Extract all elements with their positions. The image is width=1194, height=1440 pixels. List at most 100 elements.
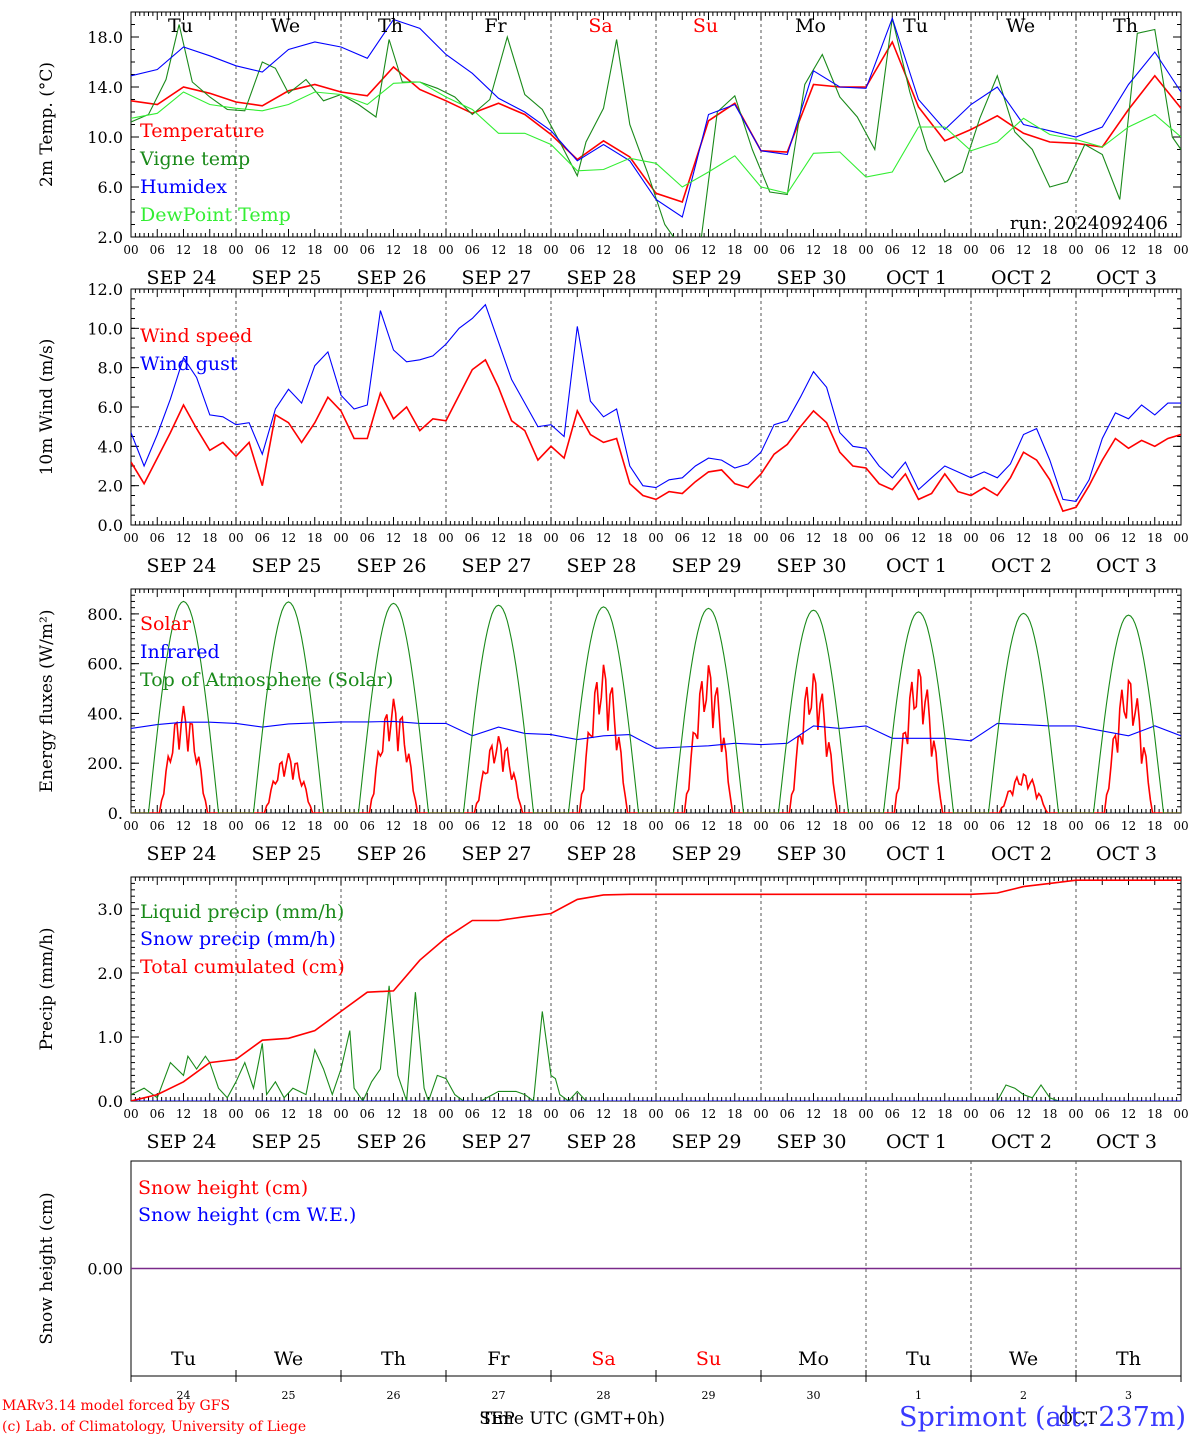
hour-tick-label: 06 bbox=[885, 1107, 900, 1121]
y-tick-label: 2.0 bbox=[98, 477, 123, 496]
y-axis-label: 2m Temp. (°C) bbox=[37, 62, 57, 187]
series-line-wind-speed bbox=[131, 358, 1181, 513]
hour-tick-label: 12 bbox=[491, 243, 506, 257]
weekday-label: Mo bbox=[795, 15, 826, 37]
y-tick-label: 200. bbox=[87, 754, 123, 773]
weekday-label: Tu bbox=[903, 15, 928, 37]
y-tick-label: 2.0 bbox=[98, 228, 123, 247]
date-label: OCT 3 bbox=[1096, 843, 1157, 865]
legend-entry: Vigne temp bbox=[139, 148, 250, 170]
y-tick-label: 12.0 bbox=[87, 280, 123, 299]
weekday-label: Su bbox=[696, 1348, 721, 1370]
series-line-total-cumulated-cm- bbox=[131, 879, 1181, 1101]
hour-tick-label: 06 bbox=[885, 819, 900, 833]
hour-tick-label: 06 bbox=[780, 1107, 795, 1121]
date-label: OCT 1 bbox=[886, 1131, 947, 1153]
date-label: SEP 28 bbox=[567, 555, 637, 577]
hour-tick-label: 00 bbox=[753, 1107, 768, 1121]
weekday-label: We bbox=[1006, 15, 1035, 37]
weekday-label: Fr bbox=[484, 15, 507, 37]
hour-tick-label: 18 bbox=[622, 243, 637, 257]
hour-tick-label: 06 bbox=[885, 531, 900, 545]
hour-tick-label: 06 bbox=[465, 243, 480, 257]
day-number-label: 24 bbox=[177, 1389, 191, 1402]
hour-tick-label: 18 bbox=[1147, 1107, 1162, 1121]
hour-tick-label: 00 bbox=[963, 819, 978, 833]
hour-tick-label: 00 bbox=[858, 819, 873, 833]
hour-tick-label: 06 bbox=[255, 819, 270, 833]
weekday-label: Fr bbox=[487, 1348, 510, 1370]
hour-tick-label: 18 bbox=[727, 531, 742, 545]
hour-tick-label: 06 bbox=[360, 243, 375, 257]
hour-tick-label: 06 bbox=[255, 1107, 270, 1121]
date-label: SEP 27 bbox=[462, 1131, 532, 1153]
hour-tick-label: 06 bbox=[990, 1107, 1005, 1121]
hour-tick-label: 12 bbox=[281, 531, 296, 545]
date-label: OCT 1 bbox=[886, 555, 947, 577]
weekday-label: We bbox=[274, 1348, 303, 1370]
day-number-label: 30 bbox=[807, 1389, 821, 1402]
hour-tick-label: 18 bbox=[517, 531, 532, 545]
hour-tick-label: 00 bbox=[858, 243, 873, 257]
hour-tick-label: 12 bbox=[1121, 531, 1136, 545]
hour-tick-label: 12 bbox=[386, 531, 401, 545]
panel-5: 0.00 Snow height (cm) Snow height (cm) Snow… bbox=[37, 1160, 1182, 1429]
hour-tick-label: 12 bbox=[911, 243, 926, 257]
hour-tick-label: 06 bbox=[360, 1107, 375, 1121]
hour-tick-label: 00 bbox=[438, 531, 453, 545]
series-line-solar bbox=[131, 664, 1181, 813]
weekday-label: Th bbox=[381, 1348, 406, 1370]
hour-tick-label: 18 bbox=[1147, 243, 1162, 257]
date-label: OCT 2 bbox=[991, 555, 1052, 577]
date-label: SEP 27 bbox=[462, 267, 532, 289]
day-number-label: 3 bbox=[1125, 1389, 1132, 1402]
hour-tick-label: 00 bbox=[123, 1107, 138, 1121]
date-label: SEP 24 bbox=[147, 843, 217, 865]
series-line-infrared bbox=[131, 720, 1181, 749]
hour-tick-label: 18 bbox=[202, 243, 217, 257]
hour-tick-label: 12 bbox=[911, 1107, 926, 1121]
hour-tick-label: 12 bbox=[1016, 243, 1031, 257]
date-label: OCT 3 bbox=[1096, 555, 1157, 577]
hour-tick-label: 18 bbox=[202, 819, 217, 833]
date-label: OCT 3 bbox=[1096, 1131, 1157, 1153]
hour-tick-label: 00 bbox=[123, 243, 138, 257]
hour-tick-label: 00 bbox=[648, 531, 663, 545]
hour-tick-label: 12 bbox=[911, 531, 926, 545]
legend-entry: Humidex bbox=[140, 176, 227, 198]
weekday-label: Mo bbox=[798, 1348, 829, 1370]
hour-tick-label: 12 bbox=[596, 531, 611, 545]
series-group bbox=[131, 879, 1181, 1101]
date-label: SEP 30 bbox=[777, 267, 847, 289]
hour-tick-label: 18 bbox=[412, 243, 427, 257]
panel-2: 00 06 12 18 SEP 24 00 06 12 18 SEP 25 00 06 12 18 SEP … bbox=[37, 280, 1189, 577]
hour-tick-label: 12 bbox=[1016, 531, 1031, 545]
day-number-label: 28 bbox=[597, 1389, 611, 1402]
hour-tick-label: 06 bbox=[990, 531, 1005, 545]
weekday-label: We bbox=[271, 15, 300, 37]
date-label: SEP 29 bbox=[672, 555, 742, 577]
hour-tick-label: 12 bbox=[911, 819, 926, 833]
hour-tick-label: 06 bbox=[1095, 1107, 1110, 1121]
hour-tick-label: 12 bbox=[701, 1107, 716, 1121]
hour-tick-label: 18 bbox=[202, 531, 217, 545]
date-label: SEP 29 bbox=[672, 267, 742, 289]
hour-tick-label: 00 bbox=[543, 531, 558, 545]
y-axis-label: Snow height (cm) bbox=[37, 1192, 57, 1344]
hour-tick-label: 18 bbox=[412, 1107, 427, 1121]
y-tick-label: 0.0 bbox=[98, 516, 123, 535]
hour-tick-label: 06 bbox=[150, 1107, 165, 1121]
hour-tick-label: 00 bbox=[1068, 819, 1083, 833]
hour-tick-label: 06 bbox=[255, 531, 270, 545]
panel-1: 00 06 12 18 SEP 24 00 06 12 18 SEP 25 00 06 12 18 SEP … bbox=[37, 11, 1189, 289]
hour-tick-label: 06 bbox=[255, 243, 270, 257]
series-group bbox=[131, 600, 1181, 813]
hour-tick-label: 06 bbox=[150, 531, 165, 545]
hour-tick-label: 00 bbox=[753, 819, 768, 833]
date-label: SEP 24 bbox=[147, 1131, 217, 1153]
hour-tick-label: 18 bbox=[937, 1107, 952, 1121]
hour-tick-label: 18 bbox=[937, 819, 952, 833]
y-tick-label: 10.0 bbox=[87, 319, 123, 338]
y-tick-label: 6.0 bbox=[98, 178, 123, 197]
hour-tick-label: 18 bbox=[832, 1107, 847, 1121]
